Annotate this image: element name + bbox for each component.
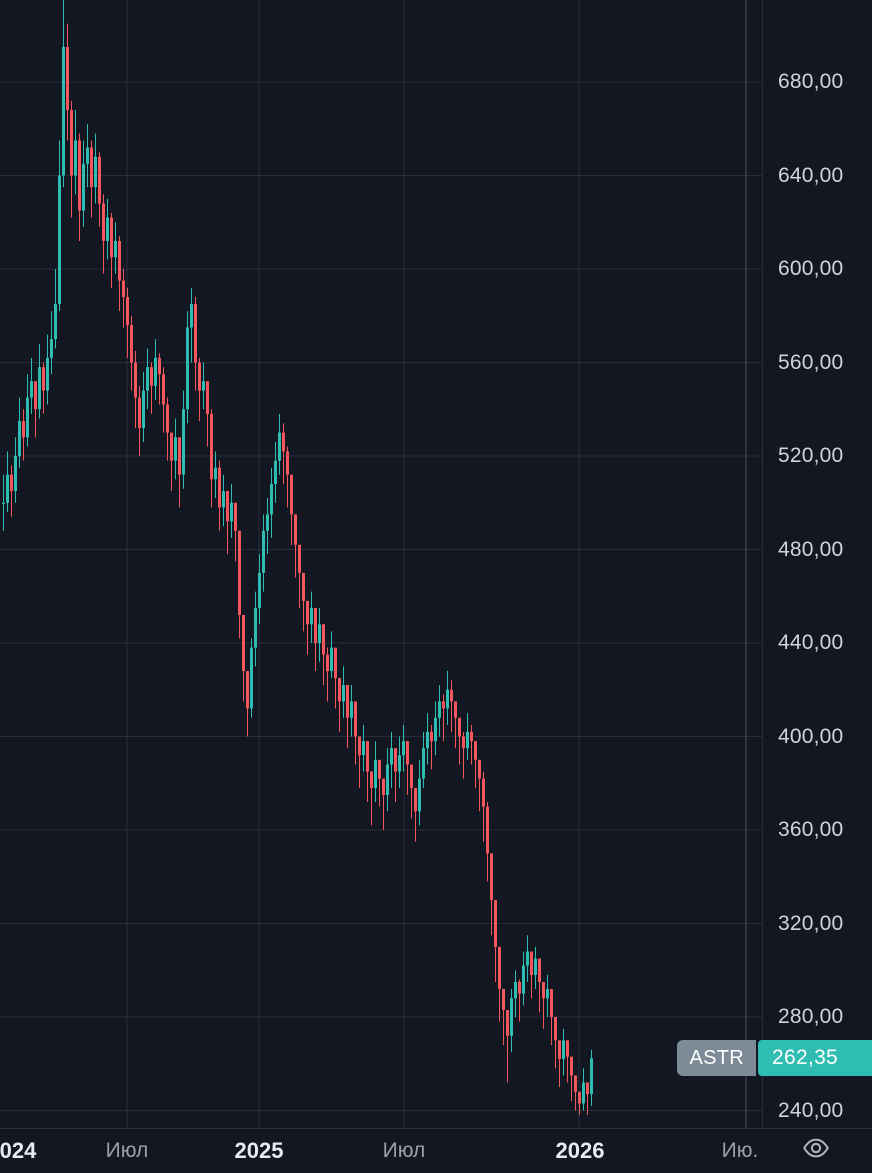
price-axis-label: 440,00 xyxy=(778,631,844,654)
last-price-value: 262,35 xyxy=(758,1040,872,1077)
price-axis[interactable]: 680,00 640,00 600,00 560,00 520,00 480,00 440,… xyxy=(762,0,872,1128)
gridlines xyxy=(0,0,762,1128)
chart-pane[interactable] xyxy=(0,0,762,1128)
price-axis-label: 360,00 xyxy=(778,818,844,841)
time-axis-label: Ию. xyxy=(721,1139,759,1162)
price-axis-label: 280,00 xyxy=(778,1005,844,1028)
symbol-badge: ASTR xyxy=(677,1040,756,1077)
time-axis-label: 2026 xyxy=(555,1138,605,1163)
time-axis-label: 024 xyxy=(0,1138,37,1163)
price-axis-label: 240,00 xyxy=(778,1098,844,1122)
time-axis[interactable]: 024 Июл 2025 Июл 2026 Ию. xyxy=(0,1128,872,1170)
toggle-visibility-button[interactable] xyxy=(800,1134,832,1166)
time-axis-label: 2025 xyxy=(234,1138,284,1163)
price-axis-label: 640,00 xyxy=(778,163,844,187)
price-axis-label: 680,00 xyxy=(778,70,844,93)
last-price-label: ASTR 262,35 xyxy=(677,1040,872,1077)
candlestick-series xyxy=(2,0,593,1116)
eye-icon xyxy=(801,1133,831,1168)
price-axis-label: 560,00 xyxy=(778,350,844,374)
time-axis-label: Июл xyxy=(382,1139,426,1162)
candlestick-chart[interactable] xyxy=(0,0,762,1128)
price-axis-label: 480,00 xyxy=(778,537,844,561)
price-axis-label: 400,00 xyxy=(778,724,844,748)
price-axis-label: 600,00 xyxy=(778,257,844,280)
price-axis-label: 320,00 xyxy=(778,911,844,935)
time-axis-label: Июл xyxy=(105,1139,149,1162)
price-axis-label: 520,00 xyxy=(778,444,844,467)
